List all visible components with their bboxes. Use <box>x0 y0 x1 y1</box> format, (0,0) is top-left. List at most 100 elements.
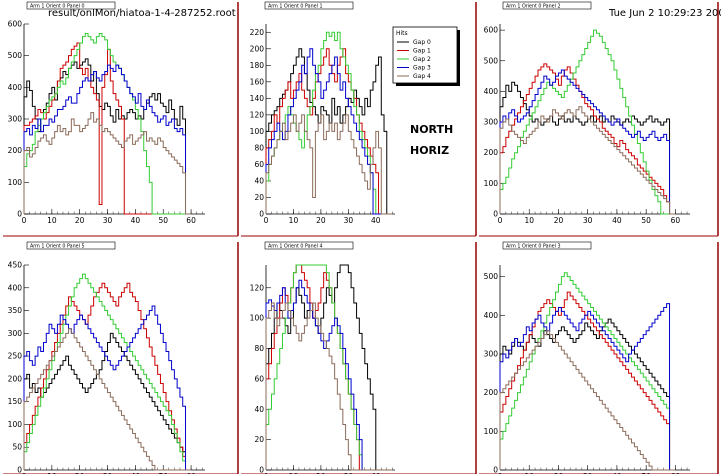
panel-0-y-tick-label: 100 <box>8 178 23 187</box>
panel-2-title-box <box>502 1 592 10</box>
legend-entry-4: Gap 4 <box>413 73 431 80</box>
panel-4-y-tick-label: 80 <box>254 344 264 353</box>
legend-entry-2: Gap 2 <box>413 56 431 63</box>
panel-5-x-tick-label: 50 <box>641 472 651 474</box>
panel-0-y-tick-label: 400 <box>8 83 23 92</box>
panel-1-x-tick-label: 10 <box>289 216 299 225</box>
legend-entry-0: Gap 0 <box>413 39 431 46</box>
panel-4-x-tick-label: 10 <box>289 472 299 474</box>
panel-1-x-tick-label: 30 <box>344 216 354 225</box>
panel-1-y-tick-label: 40 <box>254 176 264 185</box>
panel-4-y-tick-label: 0 <box>259 466 264 474</box>
panel-1-title: Arm 1 Orient 0 Panel 1 <box>268 4 323 10</box>
panel-2-title: Arm 1 Orient 0 Panel 2 <box>506 4 561 10</box>
panel-2-x-tick-label: 20 <box>554 216 564 225</box>
legend-entry-1: Gap 1 <box>413 48 431 55</box>
panel-0-y-tick-label: 500 <box>8 51 23 60</box>
panel-3-y-tick-label: 450 <box>8 261 23 270</box>
legend-title: Hits <box>396 30 408 37</box>
panel-4-y-tick-label: 120 <box>250 283 265 292</box>
panel-0-x-tick-label: 20 <box>75 216 85 225</box>
panel-3-x-tick-label: 40 <box>131 472 141 474</box>
panel-3-y-tick-label: 50 <box>12 443 22 452</box>
panel-4-y-tick-label: 20 <box>254 435 264 444</box>
panel-1-x-tick-label: 20 <box>316 216 326 225</box>
panel-4-title: Arm 1 Orient 0 Panel 4 <box>268 244 323 250</box>
panel-5-series-3 <box>499 303 676 471</box>
panel-1-y-tick-label: 160 <box>250 77 265 86</box>
panel-3-y-tick-label: 400 <box>8 283 23 292</box>
panel-5-y-tick-label: 0 <box>493 466 498 474</box>
panel-4-x-tick-label: 0 <box>264 472 269 474</box>
panel-0-x-tick-label: 50 <box>158 216 168 225</box>
panel-0-x-tick-label: 0 <box>22 216 27 225</box>
panel-2-x-tick-label: 40 <box>612 216 622 225</box>
panel-3-x-tick-label: 10 <box>47 472 57 474</box>
panel-5-series-4 <box>499 330 676 471</box>
panel-3-y-tick-label: 250 <box>8 352 23 361</box>
panel-3-series-2 <box>23 273 192 471</box>
panel-4-x-tick-label: 40 <box>371 472 381 474</box>
panel-5-y-tick-label: 300 <box>484 349 499 358</box>
panel-0-x-tick-label: 10 <box>47 216 57 225</box>
panel-2-y-tick-label: 200 <box>484 148 499 157</box>
panel-1-series-4 <box>265 114 393 215</box>
annotation-north: NORTH <box>410 123 453 136</box>
panel-2-x-tick-label: 60 <box>671 216 681 225</box>
legend-entry-3: Gap 3 <box>413 65 431 72</box>
date-time: Tue Jun 2 10:29:23 2009 <box>609 8 721 19</box>
panel-3-x-tick-label: 50 <box>158 472 168 474</box>
panel-1-y-tick-label: 220 <box>250 28 265 37</box>
panel-1-y-tick-label: 180 <box>250 61 265 70</box>
panel-5-series-0 <box>499 318 676 471</box>
panel-3-x-tick-label: 60 <box>186 472 196 474</box>
panel-3-series-3 <box>23 305 192 471</box>
panel-3-series-4 <box>23 328 192 471</box>
panel-5-x-tick-label: 0 <box>498 472 503 474</box>
panel-5-y-tick-label: 400 <box>484 311 499 320</box>
panel-3-y-tick-label: 0 <box>17 466 22 474</box>
panel-3-y-tick-label: 200 <box>8 374 23 383</box>
panel-2-x-tick-label: 10 <box>524 216 534 225</box>
panel-2-y-tick-label: 0 <box>493 210 498 219</box>
panel-0-title: Arm 1 Orient 0 Panel 0 <box>30 4 85 10</box>
panel-0-x-tick-label: 60 <box>186 216 196 225</box>
panel-2-series-1 <box>499 63 676 215</box>
panel-3-y-tick-label: 150 <box>8 397 23 406</box>
panel-5-title: Arm 1 Orient 0 Panel 3 <box>506 244 561 250</box>
panel-3-x-tick-label: 0 <box>22 472 27 474</box>
panel-3-x-tick-label: 20 <box>75 472 85 474</box>
panel-1-y-tick-label: 80 <box>254 143 264 152</box>
panel-2-y-tick-label: 100 <box>484 179 499 188</box>
panel-5-x-tick-label: 60 <box>671 472 681 474</box>
panel-5-y-tick-label: 100 <box>484 427 499 436</box>
panel-2-x-tick-label: 50 <box>641 216 651 225</box>
panel-3-y-tick-label: 350 <box>8 306 23 315</box>
panel-5-title-box <box>502 241 592 250</box>
panel-1-y-tick-label: 200 <box>250 44 265 53</box>
panel-2-series-3 <box>499 69 676 215</box>
panel-0-x-tick-label: 40 <box>131 216 141 225</box>
panel-2-y-tick-label: 400 <box>484 87 499 96</box>
panel-2-y-tick-label: 600 <box>484 26 499 35</box>
legend-box <box>392 26 458 84</box>
panel-0-series-3 <box>23 64 192 215</box>
panel-5-series-2 <box>499 272 676 471</box>
panel-4-y-tick-label: 60 <box>254 374 264 383</box>
panel-2-series-4 <box>499 106 676 215</box>
panel-4-x-tick-label: 20 <box>316 472 326 474</box>
panel-3-series-0 <box>23 332 192 471</box>
panel-5-x-tick-label: 30 <box>583 472 593 474</box>
panel-2-y-tick-label: 500 <box>484 56 499 65</box>
panel-1-series-2 <box>265 31 393 215</box>
panel-1-y-tick-label: 120 <box>250 110 265 119</box>
panel-1-y-tick-label: 60 <box>254 160 264 169</box>
panel-2-series-2 <box>499 29 676 215</box>
panel-0-series-0 <box>23 58 192 215</box>
panel-2-x-tick-label: 0 <box>498 216 503 225</box>
panel-4-y-tick-label: 40 <box>254 405 264 414</box>
panel-0-y-tick-label: 0 <box>17 210 22 219</box>
annotation-horiz: HORIZ <box>410 144 449 157</box>
